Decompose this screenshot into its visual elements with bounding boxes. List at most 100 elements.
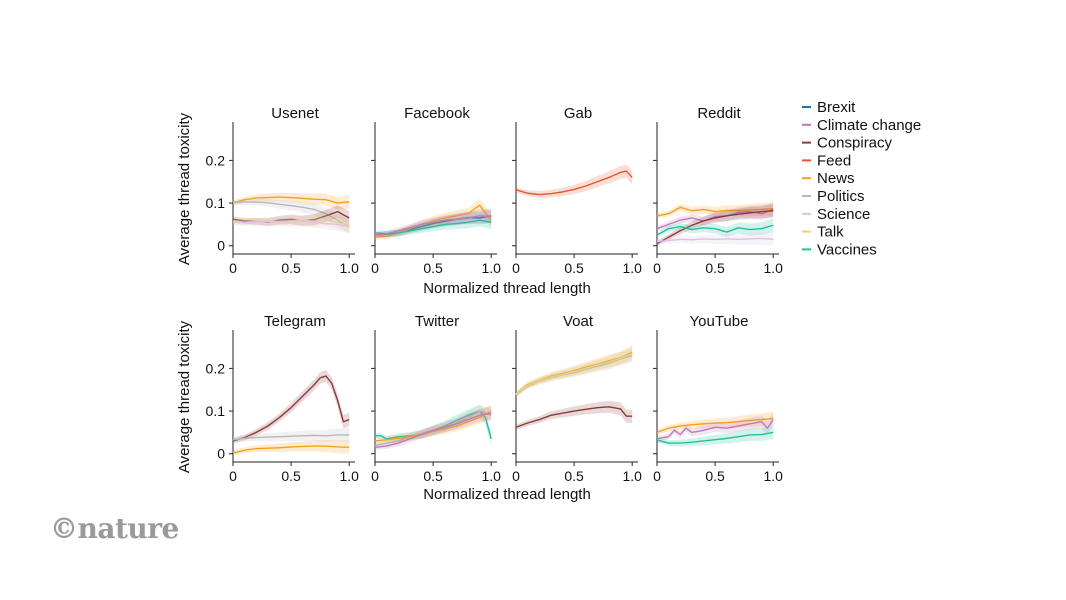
series-band-climate-change <box>375 209 492 238</box>
panel-title: Voat <box>563 313 594 330</box>
x-tick-label: 0 <box>512 468 520 484</box>
series-band-conspiracy <box>657 203 774 247</box>
x-tick-label: 0.5 <box>705 260 725 276</box>
nature-logo: ©nature <box>50 512 179 545</box>
x-tick-label: 0.5 <box>281 260 301 276</box>
x-tick-label: 1.0 <box>763 468 783 484</box>
series-line-talk <box>515 352 633 395</box>
panel-title: Facebook <box>404 105 470 122</box>
legend-label: Talk <box>817 224 844 241</box>
legend-label: Politics <box>817 188 865 205</box>
panel-usenet: Usenet 0 0.1 0.2 0 0.5 1.0 <box>206 105 360 276</box>
legend-label: Climate change <box>817 117 921 134</box>
panel-title: Twitter <box>415 313 459 330</box>
series-band-news <box>657 201 774 219</box>
x-axis-label-bottom: Normalized thread length <box>423 486 591 503</box>
legend-item-news: News <box>802 170 855 187</box>
series-line-news <box>232 445 350 454</box>
panel-twitter: Twitter 0 0.5 1.0 <box>371 313 501 484</box>
x-tick-label: 0.5 <box>564 468 584 484</box>
series-line-conspiracy <box>656 210 774 245</box>
series-band-vaccines <box>375 404 492 446</box>
y-axis-label-top: Average thread toxicity <box>176 112 193 265</box>
series-line-climate-change <box>374 412 492 449</box>
panel-gab: Gab 0 0.5 1.0 <box>512 105 642 276</box>
x-tick-label: 0.5 <box>423 260 443 276</box>
panel-title: Gab <box>564 105 592 122</box>
series-line-vaccines <box>656 224 774 236</box>
panel-title: Telegram <box>264 313 326 330</box>
panel-title: Reddit <box>697 105 741 122</box>
legend-item-talk: Talk <box>802 224 844 241</box>
series-band-news <box>233 440 350 456</box>
series-line-climate-change <box>374 215 492 236</box>
y-tick-label: 0 <box>217 238 225 254</box>
series-band-climate-change <box>375 406 492 450</box>
legend-label: Feed <box>817 152 851 169</box>
series-line-news <box>374 204 492 238</box>
legend-label: Science <box>817 206 870 223</box>
series-band-conspiracy <box>516 400 633 430</box>
series-band-politics <box>233 428 350 443</box>
series-line-science <box>232 220 350 228</box>
legend-label: News <box>817 170 855 187</box>
panel-reddit: Reddit 0 0.5 1.0 <box>653 105 783 276</box>
x-tick-label: 0 <box>653 260 661 276</box>
y-tick-label: 0.2 <box>206 152 226 168</box>
x-tick-label: 0.5 <box>705 468 725 484</box>
series-line-politics <box>232 434 350 441</box>
legend-label: Vaccines <box>817 241 877 258</box>
x-tick-label: 1.0 <box>763 260 783 276</box>
series-band-feed <box>516 164 633 198</box>
x-tick-label: 1.0 <box>622 260 642 276</box>
x-tick-label: 0.5 <box>281 468 301 484</box>
x-tick-label: 0.5 <box>423 468 443 484</box>
legend-item-climate-change: Climate change <box>802 117 921 134</box>
x-tick-label: 1.0 <box>339 468 359 484</box>
series-line-vaccines <box>374 219 492 235</box>
series-line-news <box>656 206 774 217</box>
series-line-news <box>374 410 492 442</box>
legend-label: Brexit <box>817 99 856 116</box>
x-tick-label: 1.0 <box>481 468 501 484</box>
legend-item-science: Science <box>802 206 870 223</box>
panel-title: Usenet <box>271 105 319 122</box>
x-axis-label-top: Normalized thread length <box>423 280 591 297</box>
x-tick-label: 0.5 <box>564 260 584 276</box>
series-line-news <box>656 417 774 434</box>
series-band-science <box>233 215 350 234</box>
panel-youtube: YouTube 0 0.5 1.0 <box>653 313 783 484</box>
legend-item-conspiracy: Conspiracy <box>802 135 893 152</box>
y-tick-label: 0.2 <box>206 360 226 376</box>
series-band-politics <box>233 198 350 234</box>
panel-title: YouTube <box>690 313 749 330</box>
series-line-vaccines <box>656 431 774 444</box>
x-tick-label: 0 <box>371 468 379 484</box>
panel-voat: Voat 0 0.5 1.0 <box>512 313 642 484</box>
y-axis-labels: Average thread toxicity Average thread t… <box>176 112 193 473</box>
y-tick-label: 0.1 <box>206 403 226 419</box>
series-band-vaccines <box>657 425 774 447</box>
x-tick-label: 1.0 <box>622 468 642 484</box>
x-tick-label: 0 <box>229 468 237 484</box>
series-band-news <box>233 192 350 210</box>
legend-item-vaccines: Vaccines <box>802 241 877 258</box>
y-tick-label: 0 <box>217 446 225 462</box>
x-tick-label: 0 <box>371 260 379 276</box>
series-line-climate-change <box>656 419 774 440</box>
series-line-talk <box>232 219 350 227</box>
x-tick-label: 0 <box>512 260 520 276</box>
y-tick-label: 0.1 <box>206 195 226 211</box>
series-band-vaccines <box>375 213 492 237</box>
x-tick-label: 0 <box>653 468 661 484</box>
series-line-conspiracy <box>232 375 350 442</box>
panel-telegram: Telegram 0 0.1 0.2 0 0.5 1.0 <box>206 313 360 484</box>
series-line-conspiracy <box>515 406 633 428</box>
series-line-politics <box>232 201 350 228</box>
series-line-news <box>232 196 350 204</box>
series-line-feed <box>515 170 633 196</box>
x-tick-label: 0 <box>229 260 237 276</box>
x-tick-label: 1.0 <box>339 260 359 276</box>
